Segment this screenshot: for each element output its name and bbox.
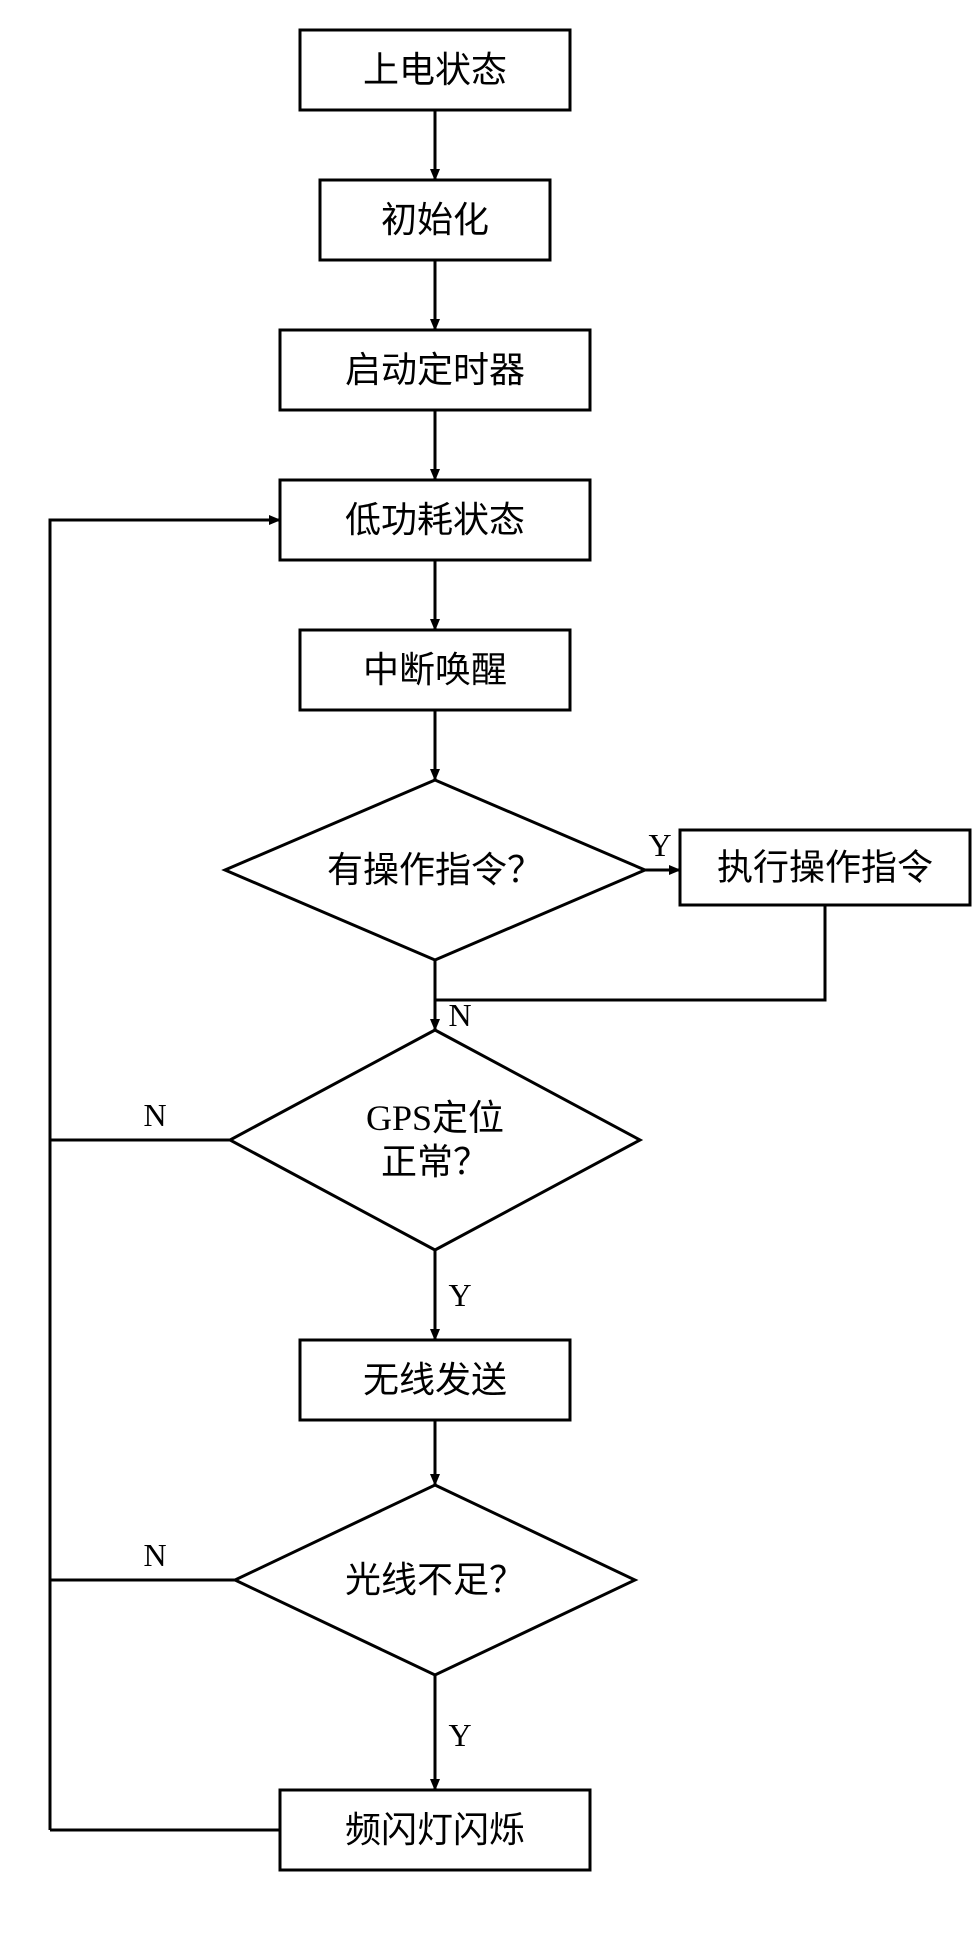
flow-node-label: 执行操作指令 [717, 848, 933, 888]
edge-label: Y [648, 827, 671, 863]
flow-node-label: 正常？ [381, 1142, 489, 1182]
flowchart-svg: 上电状态初始化启动定时器低功耗状态中断唤醒有操作指令？ 执行操作指令 GPS定位正常… [0, 0, 979, 1953]
edge-label: N [143, 1537, 166, 1573]
nodes-layer: 上电状态初始化启动定时器低功耗状态中断唤醒有操作指令？ 执行操作指令 GPS定位正常… [225, 30, 970, 1870]
flow-node-label: 低功耗状态 [345, 500, 525, 540]
flow-node-label: GPS定位 [366, 1098, 504, 1138]
flow-node-label: 启动定时器 [345, 350, 525, 390]
flow-node-label: 有操作指令？ [327, 850, 543, 890]
flow-node-label: 无线发送 [363, 1360, 507, 1400]
edge-label: Y [448, 1717, 471, 1753]
edge-label: N [143, 1097, 166, 1133]
edge-label: Y [448, 1277, 471, 1313]
flow-node-label: 上电状态 [363, 50, 507, 90]
flow-node-label: 频闪灯闪烁 [345, 1810, 525, 1850]
flow-node-label: 初始化 [381, 200, 489, 240]
flow-node-label: 中断唤醒 [363, 650, 507, 690]
flow-node-diamond [230, 1030, 640, 1250]
edge-label: N [448, 997, 471, 1033]
edge [50, 520, 280, 1830]
flow-node-label: 光线不足？ [345, 1560, 525, 1600]
